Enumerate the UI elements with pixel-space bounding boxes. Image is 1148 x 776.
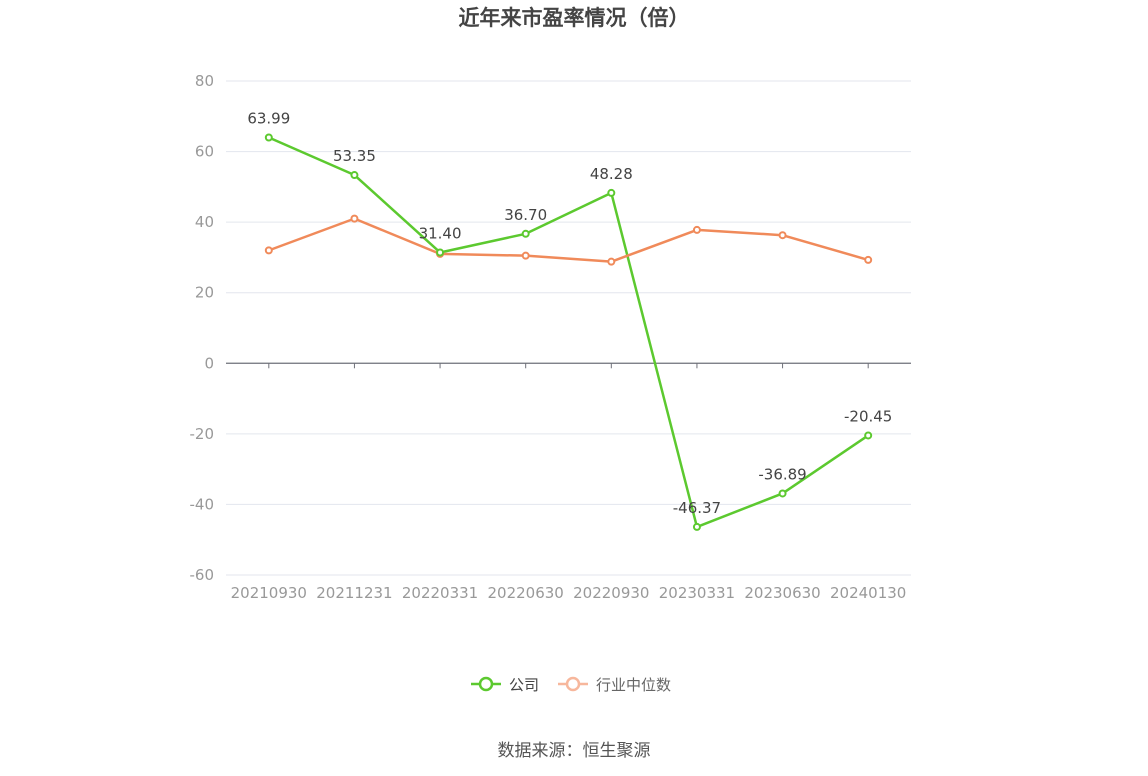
x-tick-label: 20220331 (402, 584, 478, 602)
legend-label: 公司 (509, 676, 539, 694)
series-line-industry-median (268, 217, 869, 263)
legend-marker-icon (478, 676, 494, 692)
data-labels: 63.99 53.35 31.40 36.70 48.28 -46.37 -36.89 -20… (247, 109, 892, 516)
data-source-note: 数据来源：恒生聚源 (497, 741, 651, 761)
data-point (607, 188, 616, 197)
data-point (436, 248, 445, 257)
x-tick-label: 20240130 (830, 584, 906, 602)
x-tick-label: 20220630 (488, 584, 564, 602)
x-tick-label: 20230630 (744, 584, 820, 602)
y-tick-label: 20 (195, 284, 214, 302)
data-label: 48.28 (590, 165, 633, 183)
data-label: 31.40 (419, 224, 462, 242)
data-point (692, 522, 701, 531)
x-tick-label: 20211231 (316, 584, 392, 602)
legend-label: 行业中位数 (596, 676, 671, 694)
series-line-company (268, 136, 869, 529)
y-axis: 80 60 40 20 0 -20 -40 -60 (190, 72, 215, 584)
data-label: -20.45 (844, 407, 892, 425)
x-tick-label: 20230331 (659, 584, 735, 602)
data-point (692, 225, 701, 234)
data-point (521, 229, 530, 238)
y-tick-label: -20 (190, 425, 215, 443)
data-point (350, 171, 359, 180)
y-tick-label: 40 (195, 213, 214, 231)
data-point (264, 133, 273, 142)
data-label: -36.89 (758, 465, 806, 483)
data-point (864, 255, 873, 264)
legend-marker-icon (565, 676, 581, 692)
data-point (264, 246, 273, 255)
x-axis: 20210930 20211231 20220331 20220630 20220930… (226, 362, 911, 602)
data-point (521, 251, 530, 260)
data-point (350, 214, 359, 223)
legend[interactable]: 公司 行业中位数 (471, 676, 671, 694)
chart-title: 近年来市盈率情况（倍） (458, 6, 690, 30)
legend-item-industry-median[interactable]: 行业中位数 (558, 676, 671, 694)
data-point (778, 231, 787, 240)
y-tick-label: -40 (190, 495, 215, 513)
x-tick-label: 20220930 (573, 584, 649, 602)
y-tick-label: 60 (195, 143, 214, 161)
data-label: 36.70 (504, 206, 547, 224)
data-label: 63.99 (247, 109, 290, 127)
y-tick-label: -60 (190, 566, 215, 584)
y-tick-label: 80 (195, 72, 214, 90)
data-point (778, 489, 787, 498)
data-label: 53.35 (333, 147, 376, 165)
y-tick-label: 0 (204, 354, 214, 372)
data-point (607, 257, 616, 266)
grid-lines (226, 80, 911, 576)
data-label: -46.37 (673, 499, 721, 517)
x-tick-label: 20210930 (231, 584, 307, 602)
data-point (864, 431, 873, 440)
series-lines (264, 133, 873, 531)
legend-item-company[interactable]: 公司 (471, 676, 539, 694)
